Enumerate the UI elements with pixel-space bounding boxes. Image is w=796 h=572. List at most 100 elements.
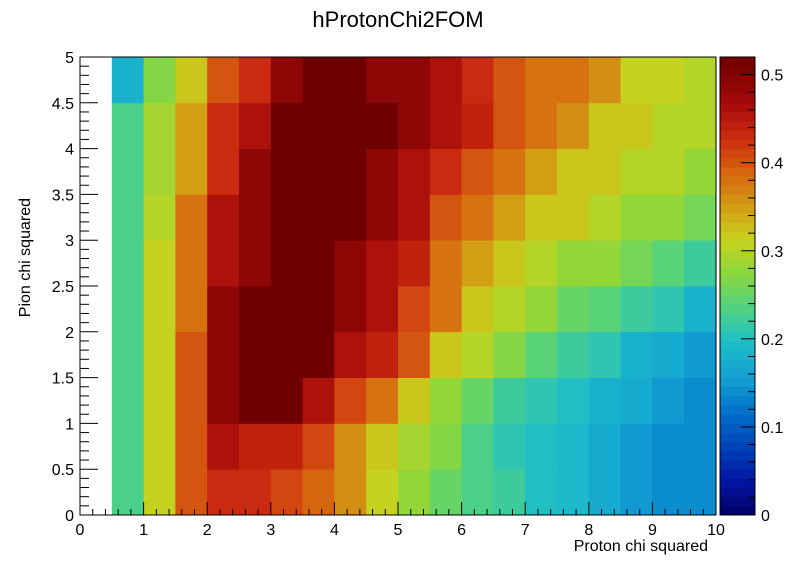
heatmap-cell [302,286,335,333]
palette-band [720,505,755,516]
heatmap-cell [207,423,240,470]
heatmap-cell [239,331,272,378]
heatmap-cell [588,57,621,104]
palette-band [720,286,755,296]
heatmap-cell [111,331,144,378]
x-tick-label: 10 [707,522,725,539]
heatmap-cell [429,286,462,333]
palette-band [720,139,755,149]
chart-title: hProtonChi2FOM [312,7,483,32]
heatmap-cell [461,148,494,195]
heatmap-cell [493,240,526,287]
heatmap-cell [588,240,621,287]
heatmap-cell [143,377,176,424]
heatmap-cell [588,423,621,470]
palette-band [720,322,755,333]
heatmap-cell [270,148,303,195]
heatmap-cell [270,423,303,470]
heatmap-cell [684,377,717,424]
palette-band [720,377,755,388]
heatmap-cell [684,286,717,333]
heatmap-cell [239,194,272,241]
heatmap-cell [111,194,144,241]
y-axis-label: Pion chi squared [17,198,34,317]
heatmap-cell [207,240,240,287]
y-tick-label: 2.5 [52,279,74,296]
heatmap-cell [270,240,303,287]
heatmap-cell [684,148,717,195]
palette-band [720,295,755,305]
z-tick-label: 0.3 [761,244,783,261]
heatmap-cell [207,286,240,333]
heatmap-cell [525,286,558,333]
heatmap-cell [557,240,590,287]
z-tick-label: 0.4 [761,156,783,173]
palette-band [720,75,755,85]
heatmap-cell [588,148,621,195]
heatmap-cell [398,240,431,287]
heatmap-cell [620,102,653,149]
heatmap-cell [175,469,208,516]
heatmap-cell [557,423,590,470]
palette-band [720,194,755,204]
palette-band [720,368,755,378]
heatmap-cell [143,57,176,104]
heatmap-cell [588,286,621,333]
palette-band [720,249,755,259]
heatmap-cell [557,194,590,241]
heatmap-cell [493,469,526,516]
heatmap-cell [620,57,653,104]
heatmap-cell [461,377,494,424]
heatmap-cell [111,423,144,470]
palette-band [720,212,755,223]
heatmap-cell [239,148,272,195]
palette-band [720,350,755,360]
heatmap-cell [525,240,558,287]
heatmap-cell [143,469,176,516]
palette-band [720,203,755,214]
heatmap-cell [493,331,526,378]
heatmap-cell [111,240,144,287]
heatmap-cell [557,469,590,516]
heatmap-cell [366,148,399,195]
heatmap-cell [302,377,335,424]
heatmap-cell [175,423,208,470]
heatmap-cell [175,331,208,378]
heatmap-cell [207,469,240,516]
heatmap-cell [334,148,367,195]
heatmap-cell [143,148,176,195]
heatmap-cell [620,469,653,516]
x-tick-label: 3 [266,522,275,539]
y-tick-label: 0.5 [52,462,74,479]
heatmap-cell [493,286,526,333]
palette-band [720,121,755,131]
heatmap-cell [270,57,303,104]
heatmap-cell [525,423,558,470]
heatmap-cell [652,194,685,241]
heatmap-cell [302,331,335,378]
heatmap-cell [461,331,494,378]
heatmap-cell [302,194,335,241]
heatmap-cell [652,286,685,333]
heatmap-cell [175,377,208,424]
palette-band [720,267,755,278]
heatmap-cell [525,148,558,195]
heatmap-cell [429,423,462,470]
palette-band [720,487,755,498]
heatmap-cell [620,423,653,470]
heatmap-cell [461,423,494,470]
heatmap-cell [652,240,685,287]
heatmap-cell [302,469,335,516]
heatmap-cell [652,148,685,195]
heatmap-cell [111,102,144,149]
heatmap-cell [557,57,590,104]
z-tick-label: 0.1 [761,420,783,437]
heatmap-cell [334,286,367,333]
palette-band [720,166,755,177]
heatmap-cell [111,286,144,333]
x-tick-label: 1 [139,522,148,539]
heatmap-cell [398,423,431,470]
palette-band [720,395,755,406]
heatmap-cell [143,423,176,470]
heatmap-cell [366,469,399,516]
